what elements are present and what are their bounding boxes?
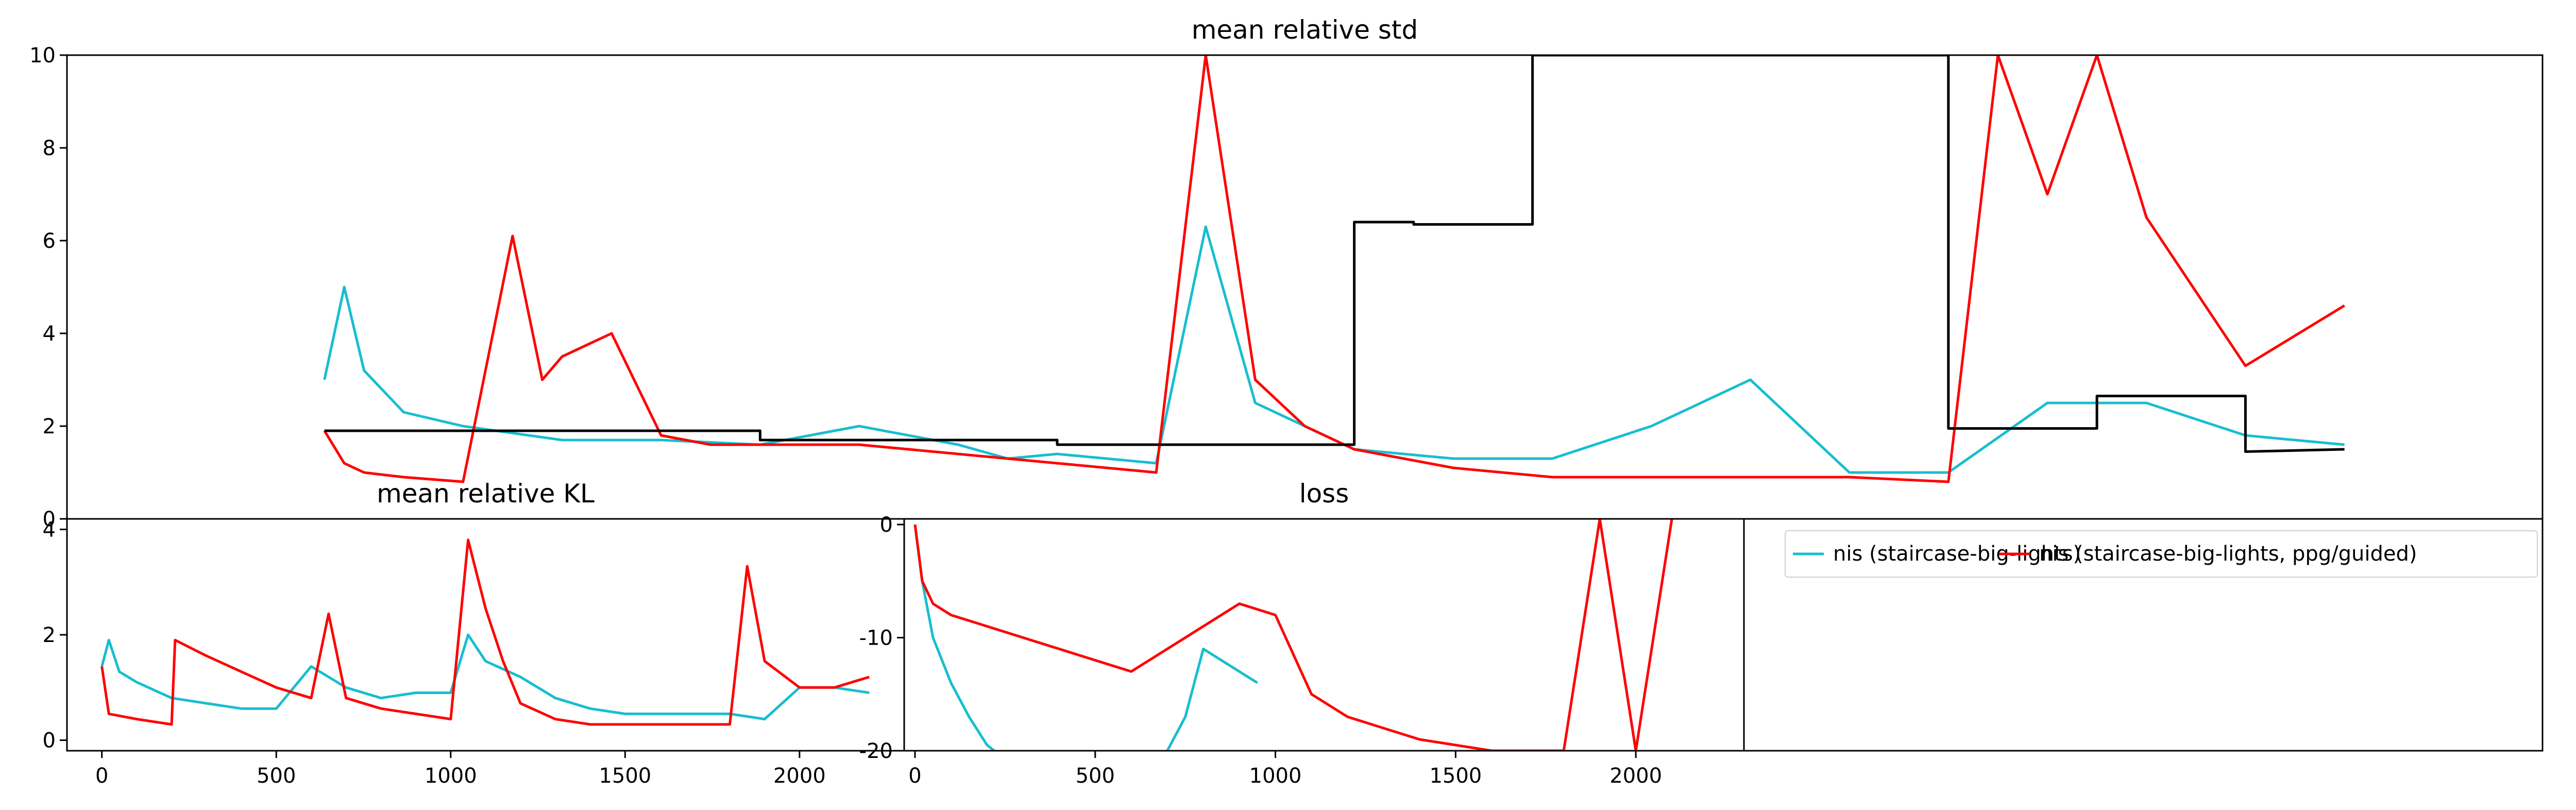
series-line-1: [323, 55, 2345, 483]
series-line-2: [1166, 647, 1258, 751]
series-line-0: [323, 225, 2345, 474]
x-tick-label: 500: [1076, 764, 1115, 788]
chart-title: loss: [1299, 479, 1349, 509]
y-tick-label: -20: [859, 739, 893, 763]
y-tick-label: 0: [43, 729, 56, 753]
x-tick-label: 2000: [773, 764, 826, 788]
legend-panel: nis (staircase-big-lights)nis (staircase…: [1743, 518, 2544, 752]
axes-frame: [66, 518, 905, 752]
x-tick-label: 1500: [599, 764, 651, 788]
plot-area: [100, 538, 870, 726]
y-tick-label: 4: [43, 322, 56, 346]
y-tick-label: 4: [43, 518, 56, 542]
chart-title: mean relative std: [1192, 15, 1418, 45]
series-line-0: [100, 633, 870, 721]
plot-area: [323, 55, 2345, 483]
x-tick-label: 0: [95, 764, 108, 788]
chart-mean-relative-std: 0 2 4 6 8 10 mean relative std: [29, 15, 2544, 531]
series-line-1: [100, 538, 870, 726]
x-tick-label: 0: [908, 764, 921, 788]
y-tick-label: 8: [43, 137, 56, 160]
y-tick-label: 0: [43, 508, 56, 531]
x-tick-label: 1000: [425, 764, 477, 788]
x-tick-label: 2000: [1609, 764, 1662, 788]
x-tick-label: 1000: [1249, 764, 1302, 788]
y-tick-label: 6: [43, 229, 56, 253]
axes-frame: [66, 54, 2544, 520]
legend-box: [1785, 530, 2538, 578]
y-tick-label: 0: [880, 513, 893, 537]
y-tick-label: -10: [859, 626, 893, 650]
legend-entry-label: nis (staircase-big-lights): [1833, 542, 2081, 566]
chart-title: mean relative KL: [377, 479, 595, 509]
x-tick-label: 500: [257, 764, 296, 788]
series-line-1: [913, 519, 1673, 751]
chart-loss: 0 -10 -20 0 500 1000 1500 2000 loss: [859, 479, 1745, 788]
legend-entry-label: nis (staircase-big-lights, ppg/guided): [2039, 542, 2417, 566]
series-line-0: [913, 524, 995, 751]
y-tick-label: 2: [43, 623, 56, 647]
plot-area: [913, 519, 1673, 751]
series-line-2: [324, 55, 2345, 453]
y-tick-label: 10: [29, 44, 56, 68]
y-tick-label: 2: [43, 415, 56, 438]
x-tick-label: 1500: [1429, 764, 1482, 788]
